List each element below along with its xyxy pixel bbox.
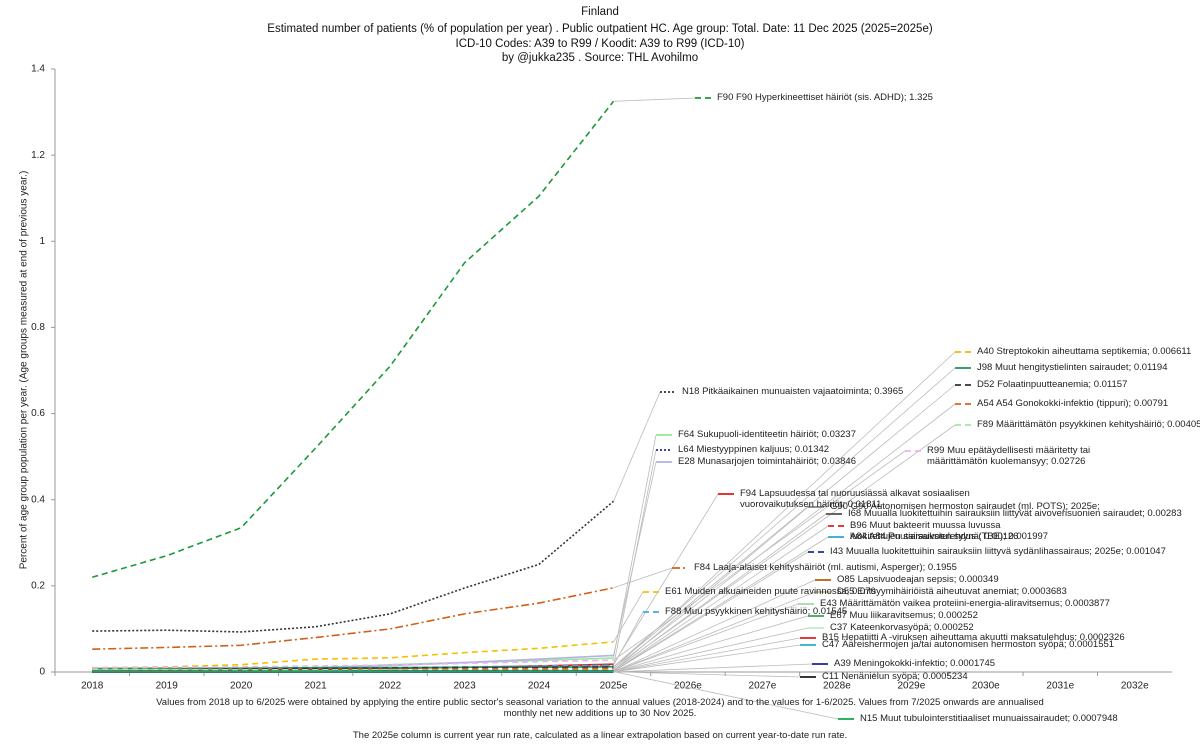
series-line — [92, 666, 614, 671]
y-tick-label: 1.4 — [31, 64, 45, 75]
leader-line — [613, 493, 719, 665]
leader-line — [613, 579, 816, 673]
x-tick-label: 2023 — [453, 681, 476, 692]
leader-line — [613, 450, 906, 661]
leader-line — [613, 627, 809, 673]
series-label: B15 Hepatiitti A -viruksen aiheuttama ak… — [822, 632, 1125, 643]
footnote: Values from 2018 up to 6/2025 were obtai… — [156, 697, 1044, 719]
leader-line — [613, 403, 956, 669]
series-line — [92, 500, 615, 633]
x-tick-label: 2018 — [81, 681, 104, 692]
series-label: C47 Ääreishermojen ja/tai autonomisen he… — [822, 639, 1115, 650]
leader-line — [613, 461, 657, 656]
x-tick-label: 2025e — [600, 681, 628, 692]
series-label: A40 Streptokokin aiheuttama septikemia; … — [977, 346, 1192, 357]
x-tick-label: 2026e — [674, 681, 702, 692]
leader-line — [613, 567, 673, 589]
series-label: E43 Määrittämätön vaikea proteiini-energ… — [820, 598, 1110, 609]
leader-line — [613, 384, 956, 668]
series-label: D52 Folaatinpuutteanemia; 0.01157 — [977, 379, 1128, 390]
leader-line — [613, 615, 809, 673]
series-label: F94 Lapsuudessa tai nuoruusiässä alkavat… — [740, 488, 970, 510]
x-tick-label: 2028e — [823, 681, 851, 692]
series-label: F88 Muu psyykkinen kehityshäiriö; 0.0154… — [665, 606, 848, 617]
series-label: N18 Pitkäaikainen munuaisten vajaatoimin… — [682, 386, 904, 397]
series-label: F84 Laaja-alaiset kehityshäiriöt (ml. au… — [694, 562, 957, 573]
x-tick-label: 2032e — [1121, 681, 1149, 692]
series-label: A54 A54 Gonokokki-infektio (tippuri); 0.… — [977, 398, 1169, 409]
series-label: L64 Miestyyppinen kaljuus; 0.01342 — [678, 444, 830, 455]
y-tick-label: 0.8 — [31, 322, 45, 333]
series-label: C37 Kateenkorvasyöpä; 0.000252 — [830, 622, 974, 633]
x-tick-label: 2029e — [897, 681, 925, 692]
y-tick-label: 1 — [39, 236, 45, 247]
series-label: I43 Muualla luokitettuihin sairauksiin l… — [830, 546, 1166, 557]
series-label: N15 Muut tubulointerstitiaaliset munuais… — [860, 713, 1118, 724]
leader-line — [613, 591, 644, 643]
series-label: I68 Muualla luokitettuihin sairauksiin l… — [848, 508, 1182, 519]
y-tick-label: 1.2 — [31, 150, 45, 161]
series-label: F89 Määrittämätön psyykkinen kehityshäir… — [977, 419, 1200, 430]
leader-line — [613, 424, 956, 671]
x-tick-label: 2020 — [230, 681, 253, 692]
chart-subtitle: ICD-10 Codes: A39 to R99 / Koodit: A39 t… — [456, 38, 745, 50]
series-label: B96 Muut bakteerit muussa luvussa luokit… — [850, 520, 1019, 542]
leader-line — [613, 551, 809, 672]
leader-line — [613, 391, 661, 502]
chart-subtitle: Estimated number of patients (% of popul… — [267, 23, 933, 35]
y-tick-label: 0 — [39, 667, 45, 678]
leader-line — [613, 97, 696, 102]
x-tick-label: 2019 — [156, 681, 179, 692]
x-tick-label: 2027e — [749, 681, 777, 692]
leader-line — [613, 663, 813, 673]
series-line — [92, 659, 614, 669]
leader-line — [613, 506, 809, 672]
leader-line — [613, 671, 839, 720]
x-tick-label: 2021 — [305, 681, 328, 692]
series-label: J98 Muut hengitystielinten sairaudet; 0.… — [977, 362, 1168, 373]
leader-line — [613, 513, 827, 672]
leader-line — [613, 644, 801, 673]
x-tick-label: 2030e — [972, 681, 1000, 692]
leader-line — [613, 434, 657, 659]
series-label: A84 A84 Puutiaisaivotulehdus (TBE); 0.00… — [850, 531, 1049, 542]
series-line — [92, 100, 615, 579]
leader-line — [613, 367, 956, 668]
leader-line — [613, 603, 799, 673]
series-label: C11 Nenänielun syöpä; 0.0005234 — [822, 671, 968, 682]
series-label: F90 F90 Hyperkineettiset häiriöt (sis. A… — [717, 92, 933, 103]
series-label: A39 Meningokokki-infektio; 0.0001745 — [834, 658, 996, 669]
series-label: G90 G90 Autonomisen hermoston sairaudet … — [830, 501, 1100, 512]
y-tick-label: 0.4 — [31, 494, 45, 505]
leader-line — [613, 525, 829, 672]
leader-line — [613, 536, 829, 672]
series-label: E61 Muiden alkuaineiden puute ravinnossa… — [665, 586, 876, 597]
series-line — [92, 641, 614, 669]
series-line — [92, 654, 614, 672]
y-tick-label: 0.2 — [31, 580, 45, 591]
leader-line — [613, 671, 801, 678]
series-label: F64 Sukupuoli-identiteetin häiriöt; 0.03… — [678, 429, 856, 440]
x-tick-label: 2022 — [379, 681, 402, 692]
leader-line — [613, 591, 816, 673]
series-label: E67 Muu liikaravitsemus; 0.000252 — [830, 610, 978, 621]
leader-line — [613, 637, 801, 673]
y-axis-label: Percent of age group population per year… — [19, 171, 30, 570]
footnote: The 2025e column is current year run rat… — [352, 730, 848, 741]
series-label: E28 Munasarjojen toimintahäiriöt; 0.0384… — [678, 456, 856, 467]
x-tick-label: 2031e — [1046, 681, 1074, 692]
series-label: R99 Muu epätäydellisesti määritetty tai … — [927, 445, 1091, 467]
chart-title: Finland — [581, 6, 619, 18]
y-tick-label: 0.6 — [31, 408, 45, 419]
x-tick-label: 2024 — [528, 681, 551, 692]
leader-line — [613, 351, 956, 670]
series-line — [92, 587, 614, 650]
chart-subtitle: by @jukka235 . Source: THL Avohilmo — [502, 52, 698, 64]
series-label: O85 Lapsivuodeajan sepsis; 0.000349 — [837, 574, 999, 585]
series-label: D55 Entsyymihäiriöistä aiheutuvat anemia… — [837, 586, 1067, 597]
